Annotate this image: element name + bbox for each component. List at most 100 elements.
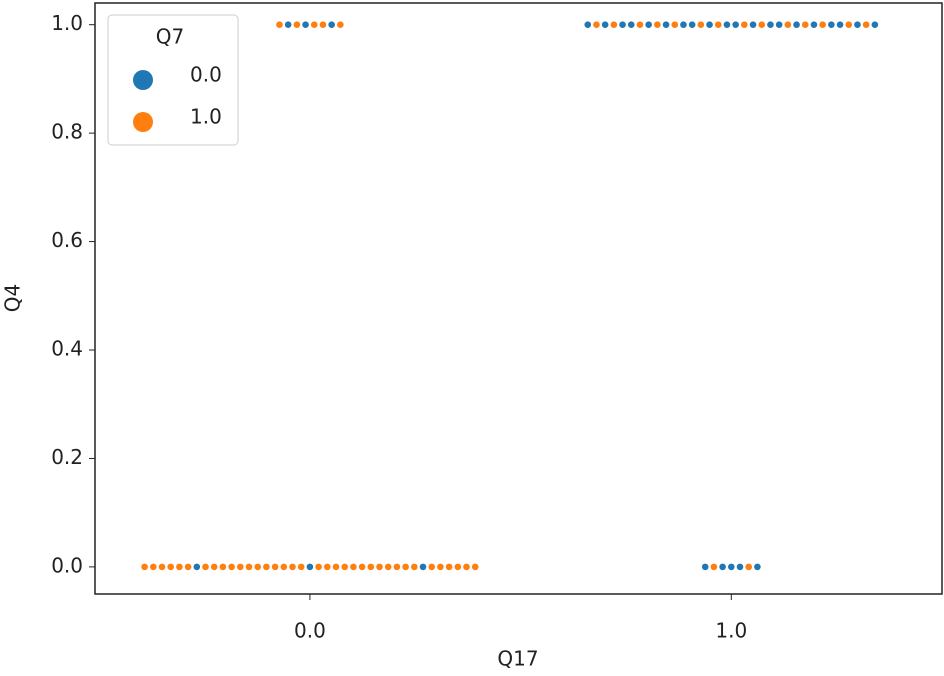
swarm-point <box>471 562 480 571</box>
swarm-point <box>810 20 818 29</box>
x-tick-label: 0.0 <box>294 619 326 643</box>
y-axis-label: Q4 <box>1 284 25 312</box>
swarm-point <box>201 562 210 571</box>
swarm-point <box>323 562 332 571</box>
swarm-point <box>358 562 367 571</box>
swarm-point <box>870 20 879 29</box>
swarm-point <box>279 562 288 571</box>
swarm-point <box>701 562 710 571</box>
legend-marker <box>133 112 153 132</box>
swarm-point <box>301 20 310 29</box>
swarm-point <box>453 562 462 571</box>
swarm-point <box>818 20 827 29</box>
swarm-point <box>275 20 284 29</box>
legend-label: 1.0 <box>190 105 222 129</box>
swarm-point <box>271 562 280 571</box>
swarm-point <box>219 562 227 571</box>
swarm-point <box>749 20 757 29</box>
y-tick-label: 0.6 <box>51 228 83 252</box>
swarm-point <box>262 562 271 571</box>
swarm-point <box>766 20 775 29</box>
y-tick-label: 0.8 <box>51 120 83 144</box>
swarm-point <box>618 20 627 29</box>
y-tick-label: 1.0 <box>51 11 83 35</box>
swarm-point <box>679 20 688 29</box>
swarm-point <box>662 20 670 29</box>
swarm-point <box>853 20 862 29</box>
swarm-point <box>306 562 314 571</box>
swarm-point <box>583 20 592 29</box>
swarm-point <box>332 562 340 571</box>
legend-title: Q7 <box>156 25 184 49</box>
y-tick-label: 0.0 <box>51 553 83 577</box>
swarm-point <box>783 20 792 29</box>
swarm-point <box>384 562 393 571</box>
swarm-point <box>688 20 697 29</box>
swarm-point <box>696 20 705 29</box>
swarm-point <box>753 562 762 571</box>
swarm-point <box>601 20 610 29</box>
swarm-point <box>401 562 410 571</box>
swarm-point <box>727 562 736 571</box>
legend-marker <box>133 70 153 90</box>
swarm-point <box>836 20 844 29</box>
swarm-point <box>158 562 166 571</box>
swarm-point <box>723 20 731 29</box>
swarm-point <box>210 562 219 571</box>
swarm-point <box>253 562 262 571</box>
swarm-point <box>609 20 618 29</box>
x-axis-label: Q17 <box>497 647 538 671</box>
y-tick-label: 0.4 <box>51 337 83 361</box>
swarm-point <box>710 562 718 571</box>
swarm-point <box>227 562 236 571</box>
swarm-point <box>844 20 853 29</box>
plot-frame <box>94 2 943 595</box>
swarm-point <box>757 20 766 29</box>
swarm-point <box>427 562 436 571</box>
swarm-point <box>410 562 419 571</box>
swarm-point <box>862 20 871 29</box>
legend-label: 0.0 <box>190 63 222 87</box>
legend: Q7 0.0 1.0 <box>107 14 239 146</box>
swarm-point <box>714 20 723 29</box>
swarm-point <box>314 562 323 571</box>
swarm-point <box>393 562 401 571</box>
swarm-point <box>375 562 384 571</box>
swarm-point <box>462 562 471 571</box>
swarm-point <box>336 20 345 29</box>
swarm-point <box>327 20 336 29</box>
swarm-point <box>319 20 327 29</box>
swarm-point <box>644 20 653 29</box>
x-tick-label: 1.0 <box>715 619 747 643</box>
swarm-point <box>149 562 158 571</box>
swarm-point <box>284 20 293 29</box>
swarm-point <box>340 562 349 571</box>
swarm-point <box>740 20 749 29</box>
swarm-point <box>670 20 679 29</box>
swarm-point <box>140 562 149 571</box>
swarm-point <box>736 562 744 571</box>
swarm-point <box>592 20 601 29</box>
swarm-point <box>627 20 636 29</box>
swarm-point <box>718 562 727 571</box>
swarm-point <box>366 562 375 571</box>
swarm-point <box>744 562 753 571</box>
swarm-point <box>292 20 301 29</box>
swarm-point <box>192 562 201 571</box>
swarm-point <box>419 562 427 571</box>
swarm-point <box>297 562 306 571</box>
swarm-point <box>731 20 740 29</box>
swarm-point <box>166 562 175 571</box>
swarm-point <box>310 20 319 29</box>
swarm-point <box>792 20 801 29</box>
swarm-point <box>175 562 184 571</box>
swarm-point <box>445 562 454 571</box>
swarm-point <box>653 20 662 29</box>
swarm-point <box>288 562 297 571</box>
swarm-point <box>184 562 193 571</box>
swarm-point <box>436 562 445 571</box>
swarm-point <box>245 562 253 571</box>
swarm-point <box>636 20 644 29</box>
